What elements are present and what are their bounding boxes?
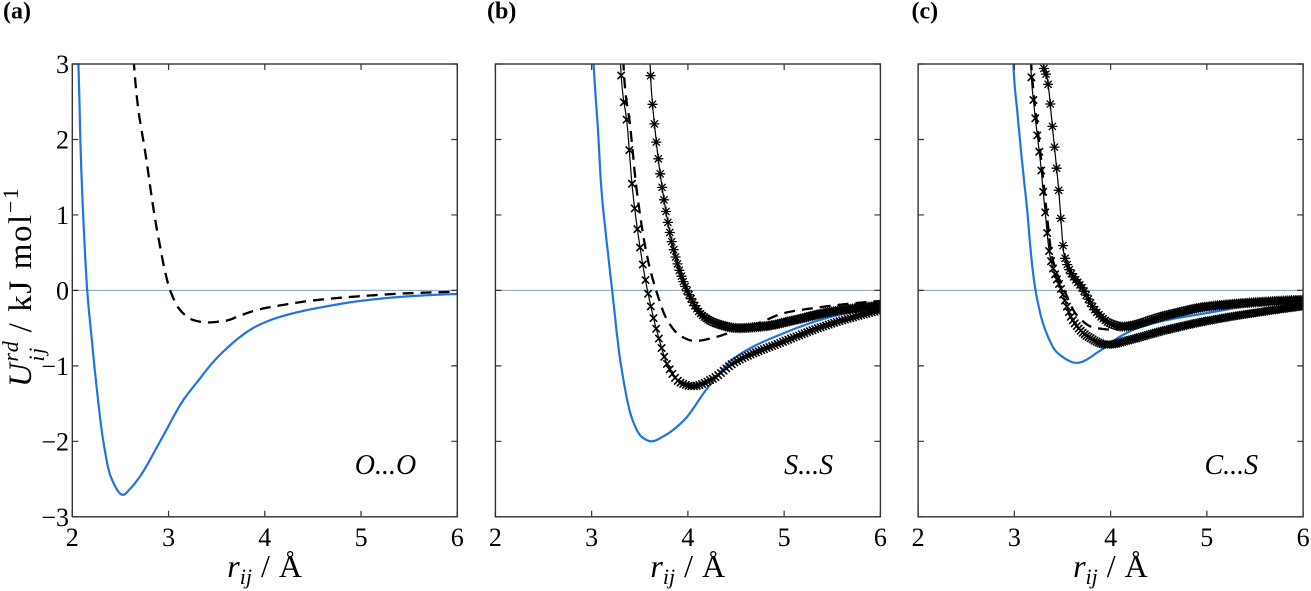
svg-text:4: 4 (258, 523, 271, 552)
svg-text:(a): (a) (3, 0, 31, 25)
svg-text:−3: −3 (41, 503, 69, 532)
svg-text:rij/Å: rij / Å (227, 548, 302, 589)
svg-text:3: 3 (1008, 523, 1021, 552)
svg-text:rij/Å: rij / Å (1073, 548, 1148, 589)
svg-text:rij/Å: rij / Å (650, 548, 725, 589)
svg-text:5: 5 (778, 523, 791, 552)
svg-text:1: 1 (56, 201, 69, 230)
svg-text:S...S: S...S (784, 450, 833, 481)
svg-text:3: 3 (585, 523, 598, 552)
svg-text:4: 4 (1104, 523, 1117, 552)
svg-text:5: 5 (355, 523, 368, 552)
svg-text:6: 6 (1297, 523, 1310, 552)
svg-text:C...S: C...S (1204, 450, 1258, 481)
svg-text:2: 2 (56, 126, 69, 155)
svg-text:−2: −2 (41, 427, 69, 456)
svg-text:3: 3 (56, 50, 69, 79)
svg-text:6: 6 (874, 523, 887, 552)
svg-text:2: 2 (912, 523, 925, 552)
svg-text:6: 6 (451, 523, 464, 552)
svg-text:0: 0 (56, 276, 69, 305)
svg-text:−1: −1 (41, 352, 69, 381)
svg-text:4: 4 (681, 523, 694, 552)
svg-text:Urdij / kJ mol−1: Urdij / kJ mol−1 (0, 187, 49, 387)
svg-text:3: 3 (162, 523, 175, 552)
svg-text:(c): (c) (912, 0, 939, 25)
svg-text:O...O: O...O (355, 450, 416, 481)
svg-text:2: 2 (489, 523, 502, 552)
svg-text:2: 2 (66, 523, 79, 552)
svg-text:5: 5 (1200, 523, 1213, 552)
svg-text:(b): (b) (487, 0, 516, 25)
